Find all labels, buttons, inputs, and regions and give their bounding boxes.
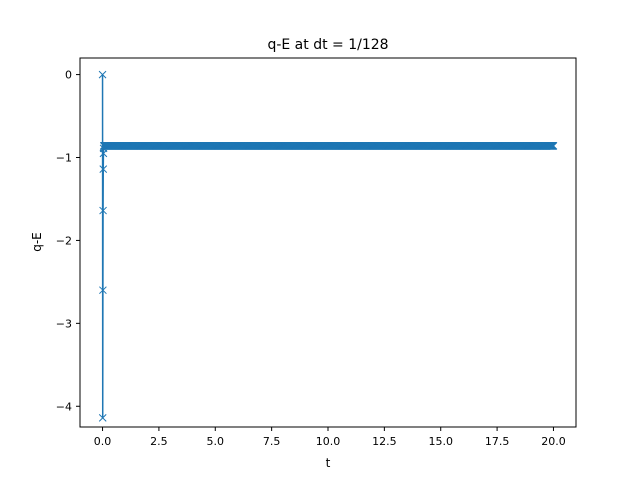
chart-title: q-E at dt = 1/128: [267, 37, 388, 53]
x-tick-label: 15.0: [428, 435, 453, 448]
data-point: [99, 165, 108, 173]
x-tick-label: 20.0: [541, 435, 566, 448]
x-tick-label: 7.5: [263, 435, 281, 448]
y-tick-label: 0: [65, 69, 72, 82]
y-tick-label: −2: [56, 234, 72, 247]
x-tick-label: 10.0: [316, 435, 341, 448]
x-tick-label: 12.5: [372, 435, 397, 448]
y-axis-ticks: 0 −1 −2 −3 −4: [56, 69, 80, 413]
y-tick-label: −4: [56, 400, 72, 413]
x-axis-label: t: [326, 456, 331, 470]
y-tick-label: −1: [56, 152, 72, 165]
data-point: [98, 70, 107, 79]
data-point: [549, 142, 558, 150]
x-tick-label: 5.0: [207, 435, 225, 448]
x-tick-label: 0.0: [94, 435, 112, 448]
data-point: [99, 206, 107, 215]
series-layer: [98, 70, 558, 422]
data-point: [98, 414, 107, 422]
x-tick-label: 2.5: [150, 435, 168, 448]
series-markers: [98, 70, 558, 422]
x-axis-ticks: 0.0 2.5 5.0 7.5 10.0 12.5 15.0 17.5 20.0: [94, 427, 566, 448]
x-tick-label: 17.5: [485, 435, 510, 448]
data-point: [99, 286, 107, 295]
y-tick-label: −3: [56, 317, 72, 330]
y-axis-label: q-E: [30, 232, 44, 252]
